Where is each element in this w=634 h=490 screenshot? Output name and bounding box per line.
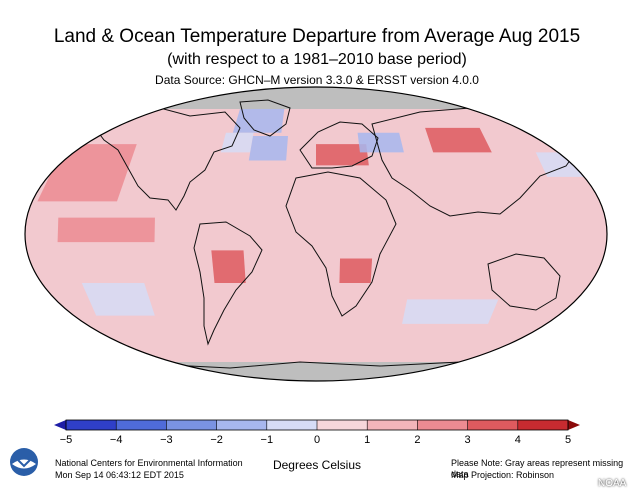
anomaly-region — [357, 132, 404, 153]
colorbar-tick-label: 5 — [565, 434, 571, 446]
colorbar-swatches — [54, 419, 580, 431]
colorbar-swatch — [568, 420, 580, 430]
colorbar-tick-label: −4 — [110, 434, 123, 446]
colorbar-swatch — [367, 420, 418, 430]
projection-note: Map Projection: Robinson — [451, 470, 555, 480]
colorbar-tick-label: −5 — [60, 434, 73, 446]
colorbar-units-label: Degrees Celsius — [272, 458, 362, 472]
greenland-outline — [239, 99, 291, 137]
colorbar-swatch — [467, 420, 519, 430]
anomaly-region — [425, 127, 492, 153]
colorbar-swatch — [417, 420, 469, 430]
australia-outline — [487, 253, 561, 311]
south-america-outline — [193, 221, 263, 346]
anomaly-region — [57, 217, 155, 243]
map-subtitle: (with respect to a 1981–2010 base period… — [167, 51, 467, 68]
anomaly-region — [232, 103, 286, 133]
missing-data-note: Please Note: Gray areas represent missin… — [451, 458, 624, 479]
colorbar-swatch — [317, 420, 368, 430]
anomaly-region — [316, 144, 369, 166]
colorbar-swatch — [216, 420, 268, 430]
map-border — [24, 86, 608, 382]
colorbar-swatch — [116, 420, 167, 430]
colorbar-tick-label: 2 — [414, 434, 420, 446]
noaa-wordmark: NOAA — [598, 478, 627, 489]
colorbar-tick-label: 1 — [364, 434, 370, 446]
colorbar-swatch — [166, 420, 218, 430]
colorbar-tick-label: −3 — [160, 434, 173, 446]
anomaly-region — [211, 250, 246, 283]
anomaly-region — [81, 283, 155, 316]
colorbar-tick-label: 0 — [314, 434, 320, 446]
noaa-logo-icon — [10, 448, 38, 476]
timestamp: Mon Sep 14 06:43:12 EDT 2015 — [55, 470, 184, 480]
europe-outline — [299, 121, 379, 169]
colorbar-swatch — [266, 420, 318, 430]
north-america-outline — [91, 107, 241, 211]
colorbar-swatch — [54, 420, 66, 430]
colorbar-swatch — [517, 420, 569, 430]
anomaly-region — [402, 299, 499, 324]
data-source: Data Source: GHCN–M version 3.3.0 & ERSS… — [155, 73, 479, 87]
anomaly-region — [339, 258, 373, 283]
colorbar-ticks: −5 −4 −3 −2 −1 0 1 2 3 4 5 — [60, 420, 571, 446]
map-title: Land & Ocean Temperature Departure from … — [53, 26, 581, 47]
anomaly-region — [248, 136, 288, 161]
colorbar-swatch — [66, 420, 117, 430]
org-name: National Centers for Environmental Infor… — [55, 458, 243, 468]
colorbar-tick-label: 4 — [515, 434, 521, 446]
colorbar-tick-label: −1 — [261, 434, 274, 446]
colorbar-tick-label: −2 — [210, 434, 223, 446]
africa-outline — [285, 171, 397, 317]
colorbar-tick-label: 3 — [465, 434, 471, 446]
